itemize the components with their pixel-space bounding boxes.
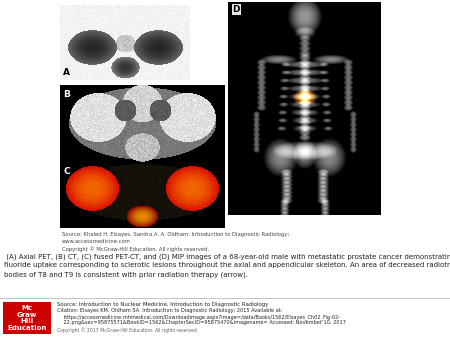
- Text: Mc
Graw
Hill
Education: Mc Graw Hill Education: [7, 305, 47, 331]
- Text: https://accessmedicine.mhmedical.com/Downloadimage.aspx?image=/data/Books/1562/E: https://accessmedicine.mhmedical.com/Dow…: [57, 314, 340, 320]
- Text: (A) Axial PET, (B) CT, (C) fused PET-CT, and (D) MIP images of a 68-year-old mal: (A) Axial PET, (B) CT, (C) fused PET-CT,…: [4, 253, 450, 277]
- Text: 22.png&sec=95875571&BookID=1562&ChapterSecID=95875470&imagename= Accessed: Novem: 22.png&sec=95875571&BookID=1562&ChapterS…: [57, 320, 346, 325]
- Text: Copyright © 2017 McGraw-Hill Education. All rights reserved.: Copyright © 2017 McGraw-Hill Education. …: [57, 327, 198, 333]
- Text: B: B: [63, 90, 70, 99]
- FancyBboxPatch shape: [3, 302, 51, 334]
- Text: D: D: [233, 5, 240, 14]
- Text: Source: Khaled H. Elsayes, Sandra A. A. Oldham: Introduction to Diagnostic Radio: Source: Khaled H. Elsayes, Sandra A. A. …: [62, 232, 289, 252]
- Text: Source: Introduction to Nuclear Medicine, Introduction to Diagnostic Radiology: Source: Introduction to Nuclear Medicine…: [57, 302, 268, 307]
- Text: C: C: [63, 167, 70, 176]
- Text: A: A: [63, 68, 70, 77]
- Text: Citation: Elsayes KM, Oldham SA. Introduction to Diagnostic Radiology; 2015 Avai: Citation: Elsayes KM, Oldham SA. Introdu…: [57, 308, 283, 313]
